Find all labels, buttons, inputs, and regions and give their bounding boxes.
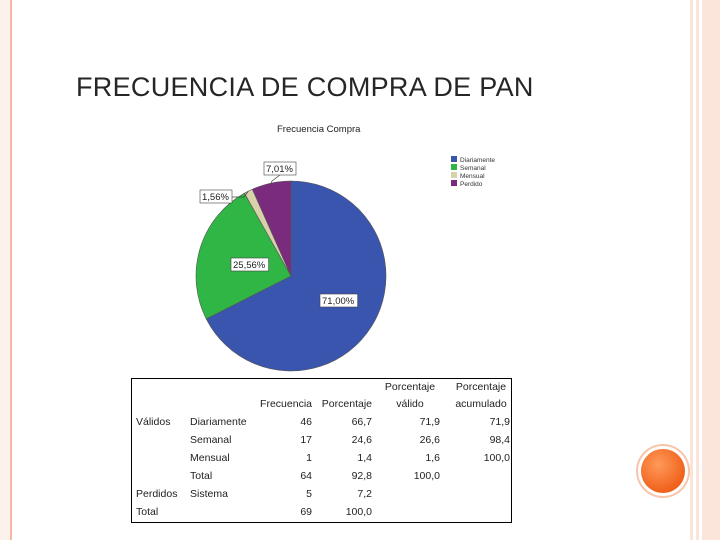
frequency-table: Porcentaje válido Porcentaje acumulado F… bbox=[131, 378, 512, 523]
legend-entry-mensual: Mensual bbox=[460, 173, 485, 180]
data-label-diariamente: 71,00% bbox=[322, 296, 355, 307]
data-label-box-0 bbox=[319, 293, 358, 308]
table-cell-label: Total bbox=[190, 470, 213, 482]
table-cell-label: Mensual bbox=[190, 452, 230, 464]
legend-swatch-2 bbox=[451, 172, 457, 178]
legend-swatch-3 bbox=[451, 180, 457, 186]
table-cell-frecuencia: 69 bbox=[300, 506, 312, 518]
table-cell-porcentaje: 7,2 bbox=[357, 488, 372, 500]
table-cell-porcentaje: 100,0 bbox=[345, 506, 372, 518]
table-cell-group: Perdidos bbox=[136, 488, 178, 500]
data-label-semanal: 25,56% bbox=[233, 260, 266, 271]
slide-title: FRECUENCIA DE COMPRA DE PAN bbox=[76, 72, 534, 102]
slide-frame-left bbox=[0, 0, 12, 540]
header-porcentaje: Porcentaje bbox=[321, 398, 372, 410]
decorative-circle bbox=[641, 449, 685, 493]
legend-entry-semanal: Semanal bbox=[460, 165, 486, 172]
pie-slice-diariamente bbox=[205, 180, 387, 372]
pie-slice-semanal bbox=[195, 192, 292, 320]
header-acumulado-line2: acumulado bbox=[455, 398, 507, 410]
data-label-perdido: 7,01% bbox=[266, 164, 293, 175]
table-cell-frecuencia: 1 bbox=[306, 452, 312, 464]
table-cell-acumulado: 71,9 bbox=[489, 416, 510, 428]
header-frecuencia: Frecuencia bbox=[260, 398, 312, 410]
table-cell-valido: 100,0 bbox=[413, 470, 440, 482]
table-cell-group: Total bbox=[136, 506, 159, 518]
table-cell-valido: 26,6 bbox=[419, 434, 440, 446]
slide-frame-right bbox=[690, 0, 720, 540]
table-cell-frecuencia: 5 bbox=[306, 488, 312, 500]
legend-entry-diariamente: Diariamente bbox=[460, 157, 495, 164]
table-cell-porcentaje: 92,8 bbox=[351, 470, 372, 482]
legend-swatch-1 bbox=[451, 164, 457, 170]
table-cell-porcentaje: 24,6 bbox=[351, 434, 372, 446]
table-cell-valido: 71,9 bbox=[419, 416, 440, 428]
leader-line-3 bbox=[270, 174, 281, 184]
table-cell-valido: 1,6 bbox=[425, 452, 440, 464]
table-cell-frecuencia: 64 bbox=[300, 470, 312, 482]
table-cell-porcentaje: 66,7 bbox=[351, 416, 372, 428]
table-cell-porcentaje: 1,4 bbox=[357, 452, 372, 464]
header-acumulado-line1: Porcentaje bbox=[455, 381, 507, 393]
table-cell-frecuencia: 17 bbox=[300, 434, 312, 446]
table-cell-label: Diariamente bbox=[190, 416, 247, 428]
table-cell-label: Semanal bbox=[190, 434, 232, 446]
data-label-box-2 bbox=[199, 189, 233, 204]
table-cell-label: Sistema bbox=[190, 488, 228, 500]
legend-entry-perdido: Perdido bbox=[460, 181, 483, 188]
pie-chart: Frecuencia Compra 71,00% 25,56% 1,56% 7,01%… bbox=[195, 124, 495, 372]
data-label-box-3 bbox=[263, 161, 297, 176]
chart-title: Frecuencia Compra bbox=[277, 124, 361, 135]
header-valido-line2: válido bbox=[396, 398, 424, 410]
data-label-mensual: 1,56% bbox=[202, 192, 229, 203]
pie-slice-perdido bbox=[251, 180, 292, 277]
table-cell-group: Válidos bbox=[136, 416, 171, 428]
leader-line-2 bbox=[232, 190, 249, 198]
data-label-box-1 bbox=[230, 257, 269, 272]
legend-swatch-0 bbox=[451, 156, 457, 162]
table-cell-acumulado: 100,0 bbox=[483, 452, 510, 464]
table-cell-frecuencia: 46 bbox=[300, 416, 312, 428]
header-valido-line1: Porcentaje bbox=[384, 381, 436, 393]
table-cell-acumulado: 98,4 bbox=[489, 434, 510, 446]
